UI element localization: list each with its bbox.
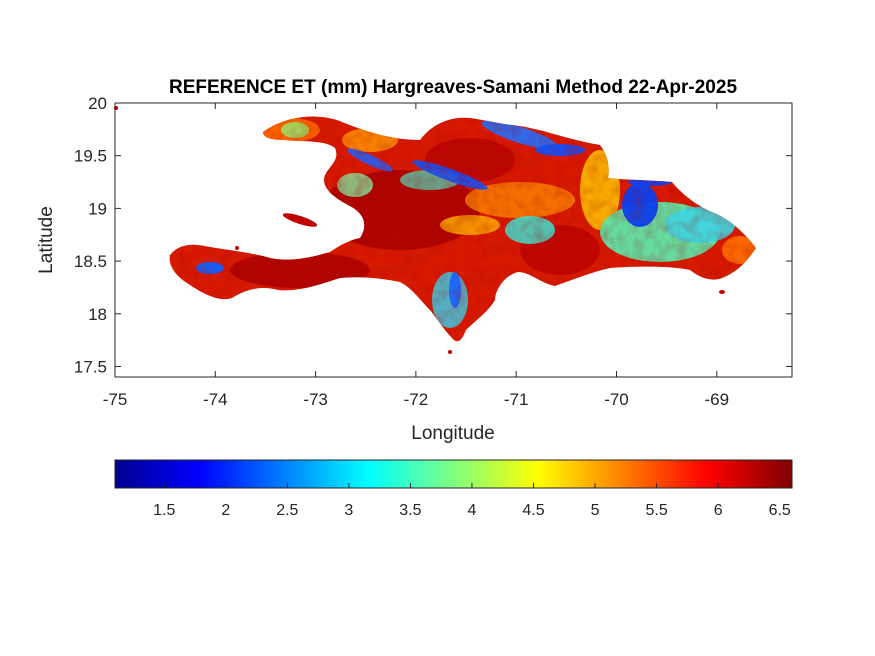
colorbar-tick-label: 2 <box>221 502 230 519</box>
y-tick-label: 19 <box>88 199 107 218</box>
chart-title: REFERENCE ET (mm) Hargreaves-Samani Meth… <box>169 77 737 98</box>
x-tick-label: -72 <box>404 390 429 409</box>
x-tick-label: -75 <box>103 390 128 409</box>
x-tick-label: -74 <box>203 390 228 409</box>
x-axis: -75 -74 -73 -72 -71 -70 -69 <box>103 103 729 409</box>
small-islet <box>235 246 239 250</box>
tortuga-island <box>282 213 318 227</box>
x-tick-label: -70 <box>604 390 629 409</box>
south-islet <box>448 350 452 354</box>
colorbar-tick-label: 3 <box>344 502 353 519</box>
x-tick-label: -69 <box>704 390 729 409</box>
y-tick-label: 18.5 <box>74 252 107 271</box>
y-axis: 20 19.5 19 18.5 18 17.5 <box>74 94 792 376</box>
saona-islet <box>719 290 725 294</box>
x-tick-label: -73 <box>303 390 328 409</box>
y-tick-label: 19.5 <box>74 147 107 166</box>
y-axis-label: Latitude <box>36 206 57 274</box>
colorbar-tick-label: 5 <box>591 502 600 519</box>
colorbar-tick-label: 6 <box>714 502 723 519</box>
y-tick-label: 17.5 <box>74 357 107 376</box>
x-tick-label: -71 <box>504 390 529 409</box>
colorbar-tick-label: 1.5 <box>153 502 175 519</box>
colorbar-tick-label: 2.5 <box>276 502 298 519</box>
colorbar <box>114 459 793 489</box>
colorbar-tick-label: 3.5 <box>399 502 421 519</box>
y-tick-label: 18 <box>88 305 107 324</box>
colorbar-tick-label: 4.5 <box>522 502 544 519</box>
x-axis-label: Longitude <box>411 423 494 444</box>
colorbar-tick-label: 4 <box>468 502 477 519</box>
colorbar-tick-label: 5.5 <box>645 502 667 519</box>
y-tick-label: 20 <box>88 94 107 113</box>
colorbar-tick-label: 6.5 <box>769 502 791 519</box>
colorbar-ticks: 1.5 2 2.5 3 3.5 4 4.5 5 5.5 6 6.5 <box>153 483 791 519</box>
